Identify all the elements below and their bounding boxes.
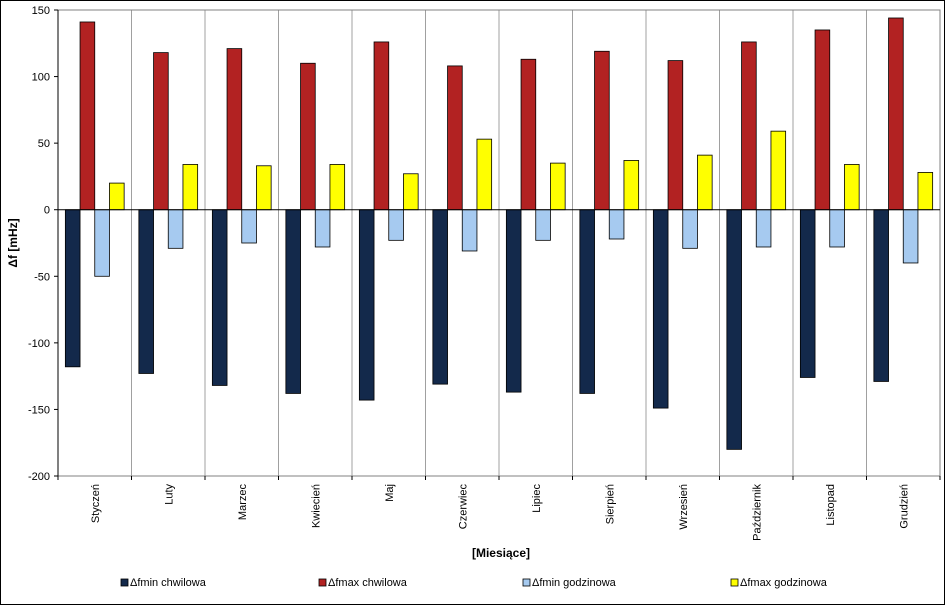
- bar: [476, 138, 493, 211]
- bar: [652, 209, 669, 409]
- legend-label: Δfmin godzinowa: [532, 577, 617, 589]
- bar: [594, 50, 610, 211]
- bar: [432, 209, 448, 385]
- bar: [667, 60, 684, 211]
- y-tick-label: 100: [32, 72, 50, 84]
- bar: [64, 209, 81, 368]
- y-tick-labels: -200 -150 -100 -50 0 50 100 150: [28, 5, 50, 483]
- bar: [902, 209, 919, 264]
- bar: [799, 209, 816, 378]
- bar: [314, 209, 331, 248]
- x-tick-label: Wrzesień: [678, 484, 690, 530]
- x-tick-label: Październik: [751, 484, 763, 541]
- bar: [373, 41, 390, 211]
- legend-swatch: [730, 578, 739, 587]
- legend-label: Δfmin chwilowa: [130, 577, 207, 589]
- grid-layer: [131, 10, 867, 476]
- bar: [520, 58, 537, 211]
- bar: [579, 209, 595, 394]
- x-axis-title: [Miesiące]: [472, 546, 530, 560]
- x-tick-label: Luty: [163, 484, 175, 505]
- x-tick-labels: Styczeń Luty Marzec Kwiecień Maj Czerwiec Lipi…: [90, 484, 910, 541]
- bar: [109, 182, 125, 211]
- bar: [829, 209, 845, 248]
- bar: [358, 209, 375, 401]
- bar: [505, 209, 522, 393]
- bar: [94, 209, 110, 277]
- bars-layer: [64, 17, 934, 450]
- x-tick-label: Marzec: [237, 484, 249, 521]
- legend-label: Δfmax chwilowa: [328, 577, 408, 589]
- bar: [608, 209, 625, 240]
- x-tick-label: Listopad: [825, 484, 837, 526]
- y-tick-label: -50: [34, 271, 50, 283]
- bar: [138, 209, 154, 374]
- bar: [226, 48, 243, 211]
- bar: [211, 209, 228, 386]
- y-tick-label: 50: [38, 138, 50, 150]
- bar: [167, 209, 184, 249]
- legend-swatch: [522, 578, 531, 587]
- bar: [329, 164, 346, 211]
- x-tick-label: Maj: [384, 484, 396, 502]
- x-tick-label: Sierpień: [604, 484, 616, 524]
- legend: Δfmin chwilowa Δfmax chwilowa Δfmin godzin…: [120, 577, 828, 589]
- bar: [697, 154, 713, 211]
- x-tick-label: Lipiec: [531, 484, 543, 513]
- bar: [814, 29, 831, 211]
- y-tick-label: -200: [28, 471, 50, 483]
- x-tick-label: Styczeń: [90, 484, 102, 523]
- bar: [300, 62, 316, 211]
- bar: [755, 209, 772, 248]
- y-tick-label: -150: [28, 404, 50, 416]
- legend-swatch: [318, 578, 327, 587]
- bar: [256, 165, 272, 211]
- bar: [888, 17, 904, 211]
- bar: [770, 130, 787, 211]
- bar: [682, 209, 698, 249]
- bar: [741, 41, 757, 211]
- y-axis-title: Δf [mHz]: [6, 218, 20, 267]
- bar: [285, 209, 301, 394]
- x-tick-label: Grudzień: [898, 484, 910, 529]
- bar: [241, 209, 257, 244]
- bar: [535, 209, 551, 241]
- bar: [917, 172, 934, 211]
- legend-swatch: [120, 578, 129, 587]
- bar: [182, 164, 199, 211]
- y-tick-label: -100: [28, 338, 50, 350]
- bar: [844, 164, 860, 211]
- bar: [461, 209, 478, 252]
- bar: [447, 65, 463, 211]
- bar: [550, 162, 566, 211]
- x-tick-label: Czerwiec: [457, 484, 469, 530]
- bar: [79, 21, 96, 211]
- y-tick-label: 0: [44, 205, 50, 217]
- bar: [153, 52, 169, 211]
- axes-layer: [54, 9, 941, 480]
- bar: [873, 209, 889, 382]
- bar: [388, 209, 404, 241]
- bar: [403, 173, 419, 211]
- x-tick-label: Kwiecień: [310, 484, 322, 528]
- bar: [726, 209, 742, 450]
- legend-label: Δfmax godzinowa: [740, 577, 828, 589]
- bar: [623, 160, 640, 211]
- y-tick-label: 150: [32, 5, 50, 17]
